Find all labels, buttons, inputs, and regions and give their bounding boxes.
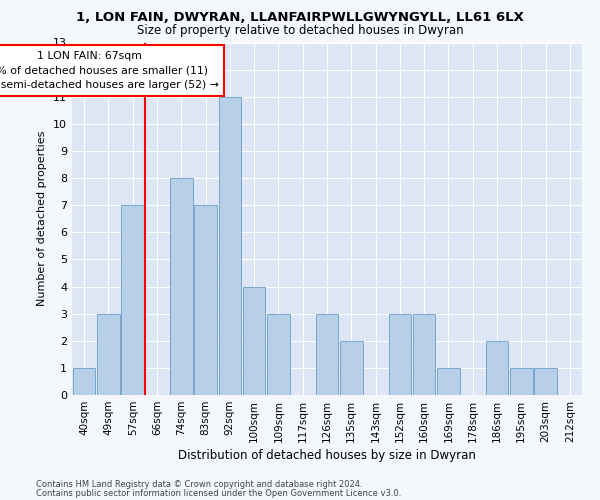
Text: Contains public sector information licensed under the Open Government Licence v3: Contains public sector information licen… [36, 489, 401, 498]
Bar [121, 205, 144, 395]
Bar [243, 286, 265, 395]
Bar [73, 368, 95, 395]
Bar [170, 178, 193, 395]
X-axis label: Distribution of detached houses by size in Dwyran: Distribution of detached houses by size … [178, 449, 476, 462]
Bar [97, 314, 120, 395]
Bar [534, 368, 557, 395]
Bar [389, 314, 411, 395]
Y-axis label: Number of detached properties: Number of detached properties [37, 131, 47, 306]
Bar [486, 341, 508, 395]
Bar [510, 368, 533, 395]
Text: 1, LON FAIN, DWYRAN, LLANFAIRPWLLGWYNGYLL, LL61 6LX: 1, LON FAIN, DWYRAN, LLANFAIRPWLLGWYNGYL… [76, 11, 524, 24]
Text: Size of property relative to detached houses in Dwyran: Size of property relative to detached ho… [137, 24, 463, 37]
Bar [316, 314, 338, 395]
Text: Contains HM Land Registry data © Crown copyright and database right 2024.: Contains HM Land Registry data © Crown c… [36, 480, 362, 489]
Bar [218, 96, 241, 395]
Text: 1 LON FAIN: 67sqm
← 17% of detached houses are smaller (11)
81% of semi-detached: 1 LON FAIN: 67sqm ← 17% of detached hous… [0, 50, 219, 90]
Bar [413, 314, 436, 395]
Bar [437, 368, 460, 395]
Bar [194, 205, 217, 395]
Bar [340, 341, 362, 395]
Bar [267, 314, 290, 395]
